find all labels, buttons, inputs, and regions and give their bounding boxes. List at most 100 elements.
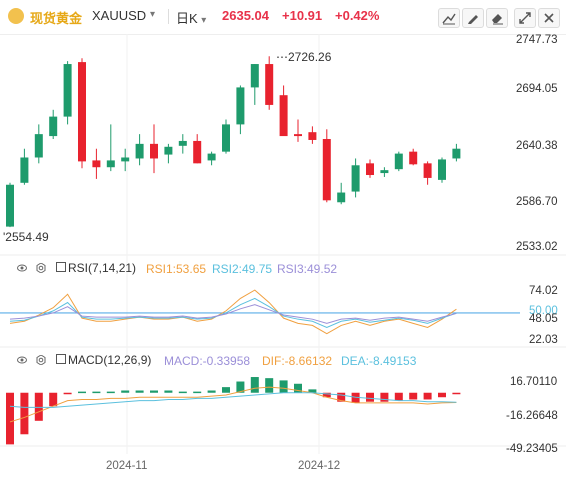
symbol-name[interactable]: 现货黄金 (30, 11, 83, 26)
candle-body (351, 165, 360, 192)
candle-body (135, 143, 144, 159)
rsi1-value: RSI1:53.65 (146, 262, 207, 276)
candle-body (250, 64, 259, 88)
candle-body (279, 95, 288, 137)
candle-body (308, 132, 317, 140)
macd-bar (222, 387, 230, 393)
fullscreen-button[interactable] (514, 8, 536, 28)
macd-bar (409, 392, 418, 400)
macd-bar (452, 392, 461, 395)
candle-body (265, 64, 274, 105)
macd-bar (121, 390, 130, 393)
macd-bar (337, 392, 346, 402)
macd-settings[interactable]: MACD(12,26,9) (56, 353, 151, 367)
period-selector[interactable]: 日K ▾ (176, 8, 206, 27)
price-axis-label: 2694.05 (516, 83, 558, 95)
rsi-title: RSI(7,14,21) (68, 261, 137, 275)
macd-lines (9, 386, 457, 423)
macd-bar (279, 380, 288, 393)
macd-value: MACD:-0.33958 (164, 354, 251, 368)
candle-body (322, 138, 331, 201)
eye-icon[interactable] (17, 355, 27, 365)
candle-body (6, 184, 14, 227)
gold-coin-icon (8, 8, 24, 24)
close-icon (544, 13, 554, 23)
gear-icon[interactable] (36, 355, 46, 365)
macd-bar (366, 392, 374, 402)
fullscreen-icon (519, 12, 531, 24)
macd-bar (20, 392, 29, 435)
candle-body (164, 146, 173, 155)
candle-body (222, 124, 230, 152)
candle-body (34, 134, 43, 158)
low-value: 2554.49 (5, 230, 49, 244)
candle-body (121, 157, 130, 162)
candle-body (438, 159, 446, 180)
chart-settings-icon (56, 262, 66, 272)
date-axis-label: 2024-12 (298, 460, 341, 472)
chart-header: 现货黄金 XAUUSD ▾ 日K ▾ 2635.04 +10.91 +0.42% (0, 0, 566, 35)
macd-bar (92, 391, 101, 394)
close-button[interactable] (538, 8, 560, 28)
macd-bar (380, 392, 389, 402)
candle-body (78, 62, 86, 162)
last-price: 2635.04 (222, 8, 269, 23)
dea-line (9, 392, 457, 408)
macd-bar (351, 392, 360, 403)
low-annotation: '2554.49 (3, 230, 49, 244)
candlestick-chart[interactable] (0, 34, 566, 480)
period-label: 日K (176, 11, 198, 26)
rsi2-line (9, 297, 457, 329)
high-annotation: ⋯2726.26 (276, 50, 332, 64)
symbol-code[interactable]: XAUUSD (92, 8, 147, 23)
rsi-axis-label: 50.00 (529, 305, 558, 317)
chart-grid (0, 34, 566, 454)
candle-body (49, 116, 58, 137)
price-axis-label: 2586.70 (516, 196, 558, 208)
macd-bar (236, 381, 245, 393)
rsi1-line (9, 289, 457, 335)
candle-body (394, 153, 403, 170)
rsi-lines (0, 289, 520, 335)
macd-axis-label: 16.70110 (510, 376, 558, 388)
macd-bar (164, 390, 173, 393)
rsi-axis-label: 22.03 (529, 334, 558, 346)
candle-body (207, 153, 216, 161)
candle-body (63, 64, 72, 117)
candle-body (92, 160, 101, 168)
macd-bar (207, 390, 216, 393)
candle-body (150, 143, 158, 159)
draw-line-button[interactable] (438, 8, 460, 28)
dif-line (9, 386, 457, 423)
macd-bar (135, 390, 144, 393)
macd-bar (49, 392, 58, 407)
price-axis-label: 2747.73 (516, 34, 558, 46)
pen-button[interactable] (462, 8, 484, 28)
macd-title: MACD(12,26,9) (68, 353, 152, 367)
chevron-down-icon: ▾ (201, 15, 207, 26)
eraser-icon (492, 14, 503, 25)
price-change-pct: +0.42% (335, 8, 380, 23)
gear-icon[interactable] (36, 263, 46, 273)
eye-icon[interactable] (17, 263, 27, 273)
divider (168, 9, 169, 24)
macd-bar (34, 392, 43, 421)
candle-body (178, 140, 187, 146)
rsi-axis-label: 74.02 (529, 285, 558, 297)
macd-bar (193, 391, 202, 394)
candle-body (452, 148, 461, 159)
macd-bar (308, 389, 317, 393)
chevron-down-icon[interactable]: ▾ (150, 9, 156, 20)
dif-value: DIF:-8.66132 (262, 354, 333, 368)
macd-bar (150, 390, 158, 393)
candles (6, 56, 461, 228)
rsi-axis-label: 48.05 (529, 313, 558, 325)
candle-body (20, 157, 29, 183)
rsi-settings[interactable]: RSI(7,14,21) (56, 261, 136, 275)
macd-bar (438, 392, 446, 398)
macd-bar (178, 391, 187, 394)
macd-bar (265, 378, 274, 393)
eraser-button[interactable] (486, 8, 508, 28)
rsi2-value: RSI2:49.75 (212, 262, 273, 276)
macd-bar (294, 383, 302, 393)
